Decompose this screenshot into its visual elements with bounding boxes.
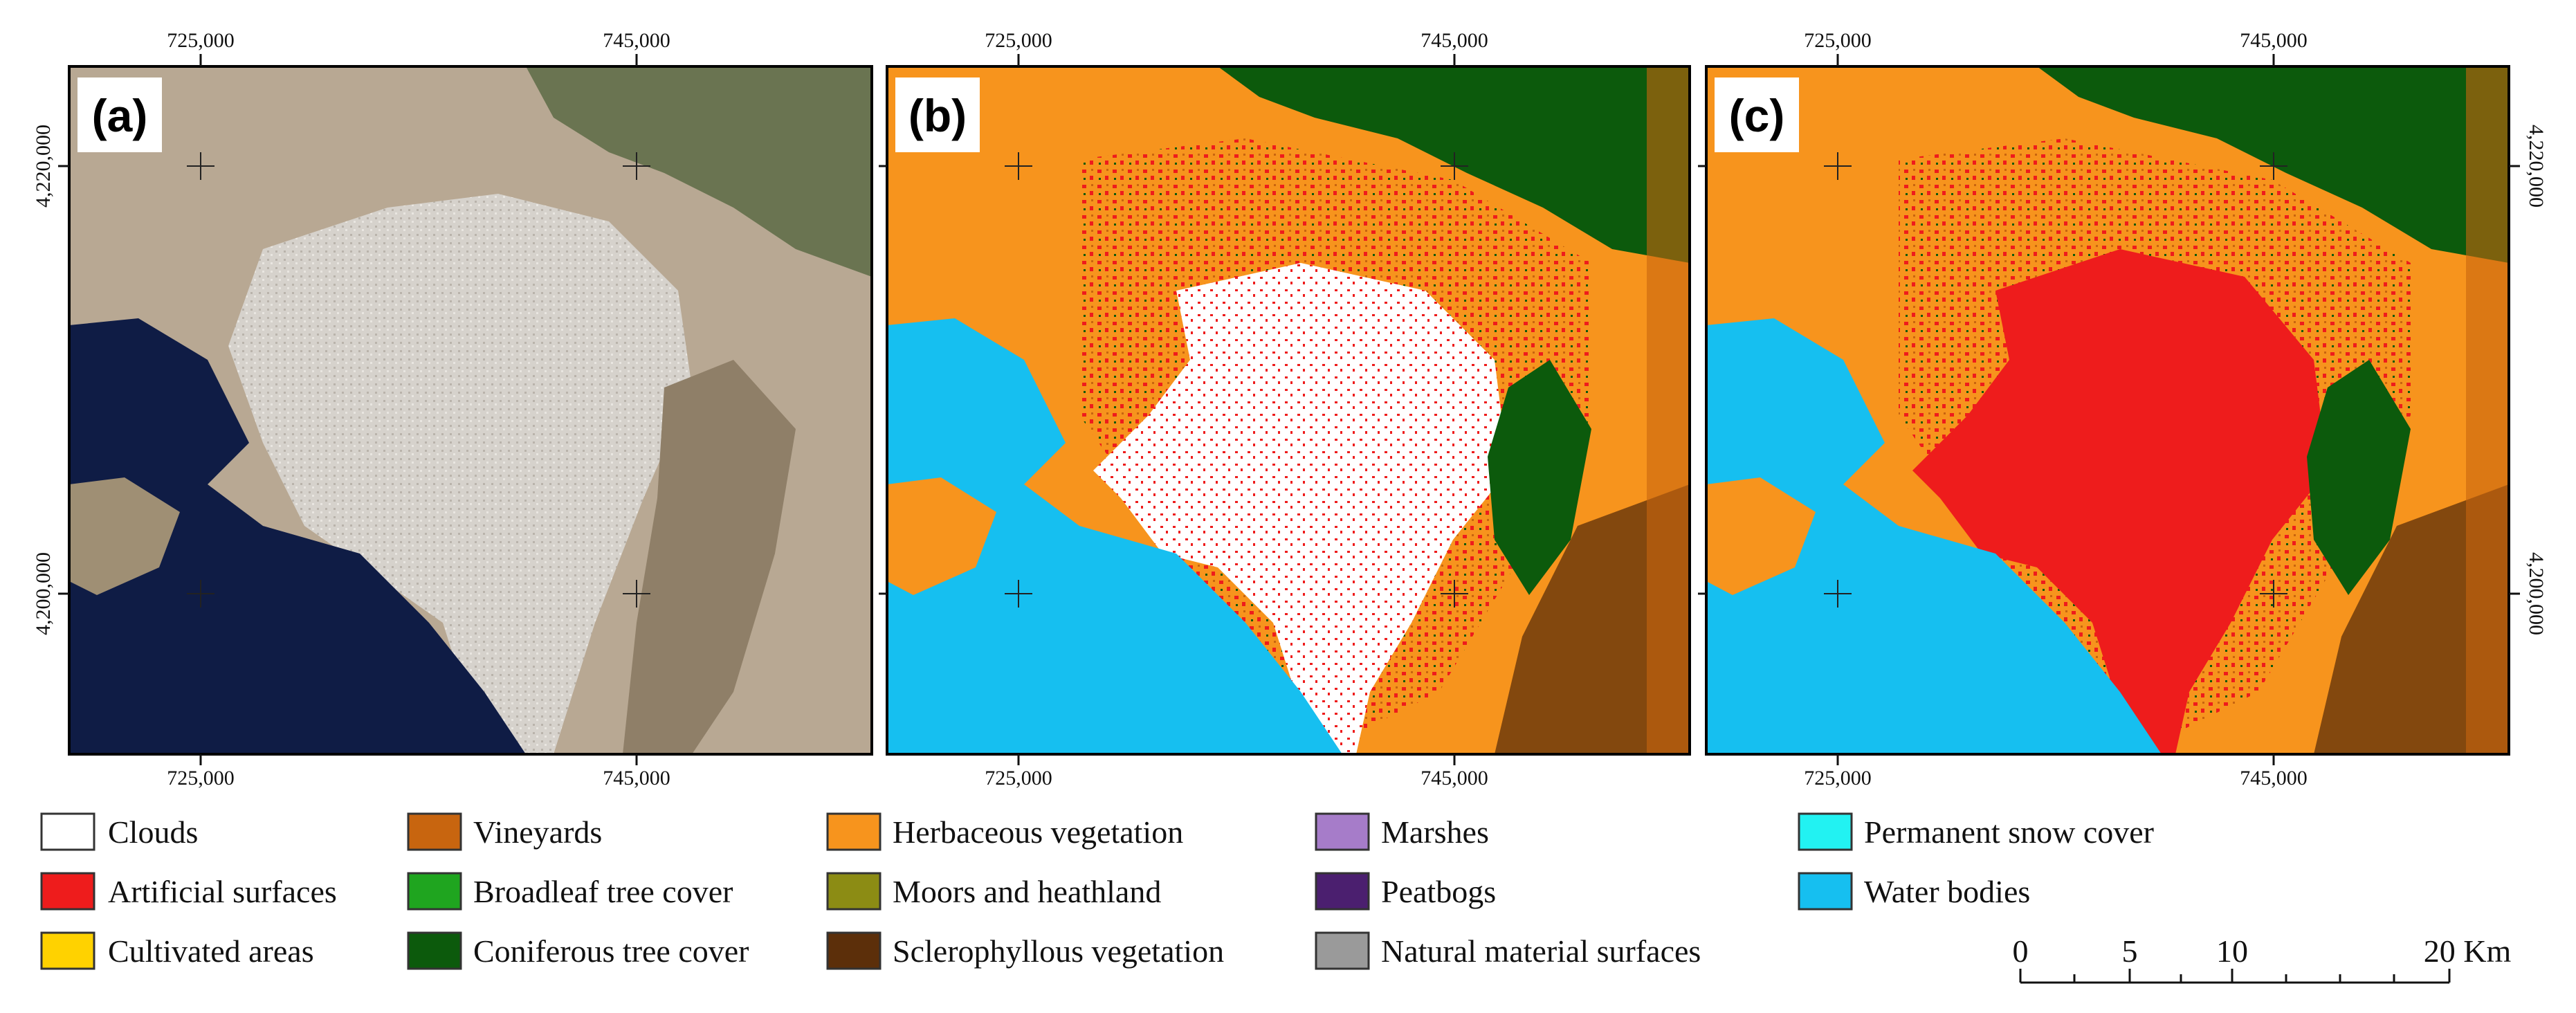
y-tick-right-2: 4,200,000 <box>2525 552 2548 635</box>
saronic-gulf-sea <box>69 318 526 754</box>
urban-area <box>228 194 692 754</box>
y-tick-left-2: 4,200,000 <box>32 552 55 635</box>
x-tick-bottom-c-1: 725,000 <box>1804 767 1872 790</box>
salamis-island <box>69 477 180 595</box>
legend-swatch-permanent-snow-cover <box>1798 812 1853 851</box>
legend-swatch-sclerophyllous-vegetation <box>826 931 881 970</box>
legend-swatch-marshes <box>1315 812 1370 851</box>
legend-swatch-cultivated-areas <box>40 931 95 970</box>
panel-satellite-image: (a) <box>68 65 873 756</box>
x-tick-bottom-b-2: 745,000 <box>1421 767 1488 790</box>
x-tick-top-b-2: 745,000 <box>1421 29 1488 52</box>
legend-label-artificial-surfaces: Artificial surfaces <box>108 874 337 909</box>
scale-tick-0: 0 <box>2013 933 2029 969</box>
coniferous-east <box>1488 360 1591 595</box>
legend-label-cultivated-areas: Cultivated areas <box>108 933 314 969</box>
legend: Clouds Artificial surfaces Cultivated ar… <box>40 812 2154 970</box>
legend-label-herbaceous-vegetation: Herbaceous vegetation <box>893 814 1183 850</box>
x-tick-top-a-2: 745,000 <box>603 29 670 52</box>
x-tick-top-b-1: 725,000 <box>985 29 1052 52</box>
scale-tick-20: 20 Km <box>2424 933 2512 969</box>
sclerophyllous-east <box>1495 484 1690 754</box>
legend-swatch-artificial-surfaces <box>40 872 95 911</box>
mountain-east <box>623 360 796 754</box>
legend-label-permanent-snow-cover: Permanent snow cover <box>1864 814 2154 850</box>
scale-tick-10: 10 <box>2216 933 2248 969</box>
water-bodies <box>887 318 1342 754</box>
panel-c-label: (c) <box>1729 90 1785 141</box>
legend-label-coniferous-tree-cover: Coniferous tree cover <box>473 933 749 969</box>
x-tick-bottom-b-1: 725,000 <box>985 767 1052 790</box>
legend-label-peatbogs: Peatbogs <box>1381 874 1496 909</box>
x-tick-bottom-a-1: 725,000 <box>167 767 235 790</box>
legend-swatch-broadleaf-tree-cover <box>407 872 462 911</box>
cloud-mask <box>1093 263 1508 754</box>
artificial-surfaces-core <box>1912 249 2328 754</box>
y-tick-right-1: 4,220,000 <box>2525 125 2548 208</box>
legend-label-vineyards: Vineyards <box>473 814 602 850</box>
legend-swatch-clouds <box>40 812 95 851</box>
sclerophyllous-east <box>2314 484 2509 754</box>
x-tick-bottom-a-2: 745,000 <box>603 767 670 790</box>
panel-classification-with-clouds: (b) <box>886 65 1691 756</box>
legend-swatch-herbaceous-vegetation <box>826 812 881 851</box>
legend-swatch-peatbogs <box>1315 872 1370 911</box>
y-tick-left-1: 4,220,000 <box>32 125 55 208</box>
scale-bar: 0 5 10 20 Km <box>2013 933 2512 984</box>
panel-classification: (c) <box>1705 65 2510 756</box>
salamis-island <box>1706 477 1816 595</box>
x-tick-bottom-c-2: 745,000 <box>2240 767 2308 790</box>
legend-swatch-natural-material-surfaces <box>1315 931 1370 970</box>
legend-swatch-water-bodies <box>1798 872 1853 911</box>
x-tick-top-a-1: 725,000 <box>167 29 235 52</box>
legend-label-broadleaf-tree-cover: Broadleaf tree cover <box>473 874 733 909</box>
coniferous-east <box>2307 360 2411 595</box>
legend-label-marshes: Marshes <box>1381 814 1489 850</box>
scale-tick-5: 5 <box>2122 933 2138 969</box>
legend-swatch-coniferous-tree-cover <box>407 931 462 970</box>
legend-swatch-vineyards <box>407 812 462 851</box>
legend-label-sclerophyllous-vegetation: Sclerophyllous vegetation <box>893 933 1224 969</box>
green-hills-north <box>526 66 872 277</box>
panel-a-label: (a) <box>92 90 148 141</box>
water-bodies <box>1706 318 2162 754</box>
x-tick-top-c-2: 745,000 <box>2240 29 2308 52</box>
x-tick-top-c-1: 725,000 <box>1804 29 1872 52</box>
salamis-island <box>887 477 996 595</box>
legend-label-natural-material-surfaces: Natural material surfaces <box>1381 933 1701 969</box>
legend-swatch-moors-and-heathland <box>826 872 881 911</box>
legend-label-clouds: Clouds <box>108 814 198 850</box>
panel-b-label: (b) <box>908 90 967 141</box>
legend-label-water-bodies: Water bodies <box>1864 874 2030 909</box>
legend-label-moors-and-heathland: Moors and heathland <box>893 874 1161 909</box>
